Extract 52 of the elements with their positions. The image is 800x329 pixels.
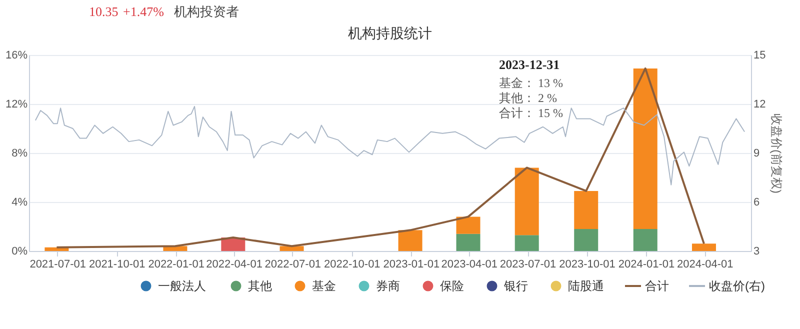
bar (514, 168, 539, 236)
x-tick-label: 2024-04-01 (676, 258, 734, 270)
y-tick-label: 12% (5, 98, 28, 110)
y-tick-label: 8% (12, 148, 28, 160)
bar (633, 68, 658, 229)
bar (692, 244, 716, 251)
legend-label: 银行 (503, 279, 528, 293)
bar (574, 228, 598, 251)
text: 10.35 (89, 4, 118, 19)
bar (456, 234, 480, 251)
text: +1.47% (123, 4, 164, 19)
x-tick-label: 2022-07-01 (264, 258, 322, 270)
y-tick-label: 0% (12, 246, 28, 258)
annotation: 其他： 2 % (499, 91, 557, 105)
legend-label: 一般法人 (158, 279, 206, 293)
text: 机构投资者 (174, 4, 239, 19)
annotation: 2023-12-31 (499, 57, 560, 72)
legend-label: 保险 (440, 279, 464, 293)
x-tick-label: 2022-01-01 (148, 258, 204, 270)
y2-tick-label: 3 (754, 246, 760, 258)
y2-tick-label: 6 (754, 196, 760, 208)
x-tick-label: 2024-01-01 (618, 258, 675, 270)
x-tick-label: 2023-04-01 (441, 258, 498, 270)
bar (280, 246, 304, 251)
legend-label: 收盘价(右) (709, 279, 765, 293)
y-tick-label: 4% (12, 196, 28, 208)
chart-title: 机构持股统计 (348, 25, 432, 41)
annotation: 基金： 13 % (499, 76, 563, 90)
x-tick-label: 2023-10-01 (559, 258, 616, 270)
x-tick-label: 2023-07-01 (500, 258, 556, 270)
y2-tick-label: 9 (754, 148, 760, 160)
annotation: 合计： 15 % (499, 106, 563, 120)
bar (633, 228, 658, 251)
y2-axis-title: 收盘价(前复权) (770, 114, 784, 194)
bar (456, 216, 480, 234)
bar (574, 190, 598, 229)
legend-label: 其他 (248, 279, 272, 293)
bar (398, 230, 422, 251)
x-tick-label: 2022-04-01 (206, 258, 262, 270)
x-tick-label: 2021-10-01 (88, 258, 146, 270)
legend-label: 合计 (645, 279, 669, 293)
x-tick-label: 2021-07-01 (30, 258, 86, 270)
legend-label: 券商 (376, 279, 400, 293)
legend-label: 陆股通 (568, 279, 604, 293)
x-tick-label: 2023-01-01 (383, 258, 440, 270)
y-tick-label: 16% (5, 50, 28, 62)
y2-tick-label: 12 (754, 98, 766, 110)
bar (514, 235, 539, 251)
y2-tick-label: 15 (754, 50, 766, 62)
line-series (34, 106, 746, 186)
x-tick-label: 2022-10-01 (324, 258, 380, 270)
legend-label: 基金 (312, 279, 336, 293)
